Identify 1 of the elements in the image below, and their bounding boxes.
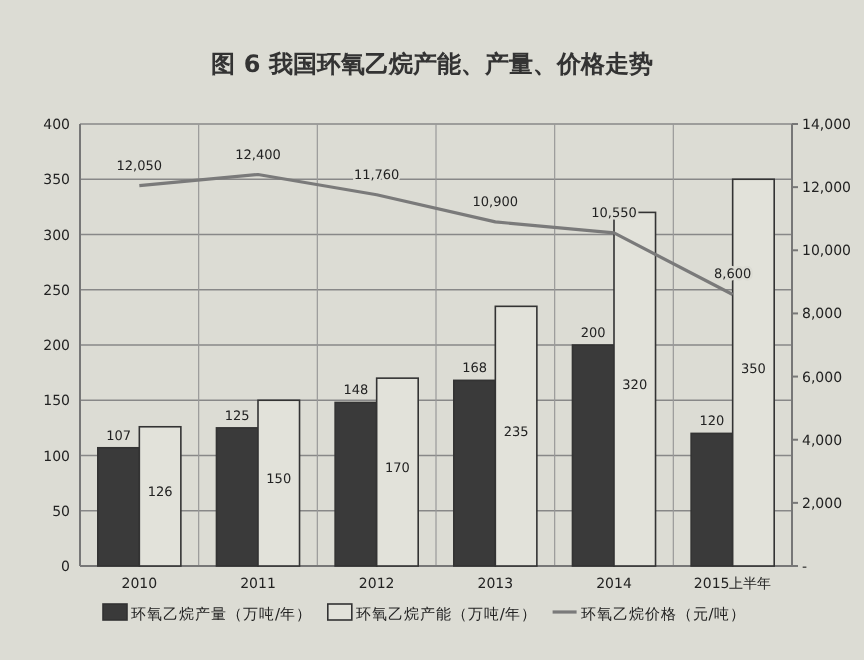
chart-title: 图 6 我国环氧乙烷产能、产量、价格走势 xyxy=(211,50,653,78)
